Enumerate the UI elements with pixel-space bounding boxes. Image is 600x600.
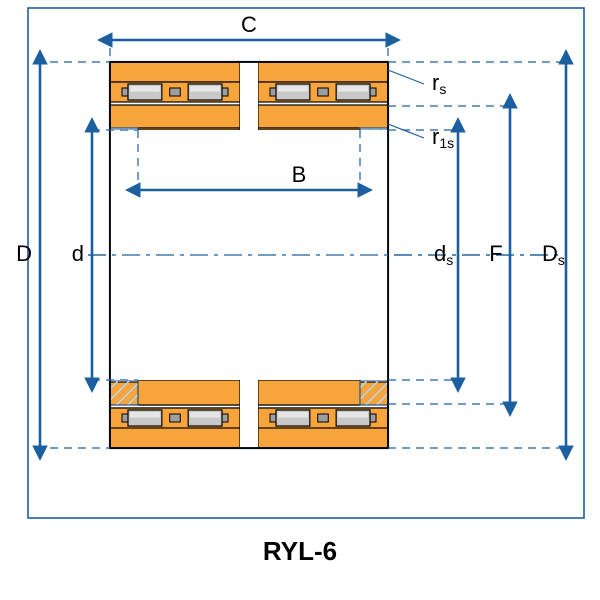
dim-F-label: F [489, 241, 502, 266]
diagram-title: RYL-6 [263, 536, 337, 566]
svg-text:D: D [16, 241, 32, 266]
diagram-canvas: C B Dd ds F Ds rs r1s RYL-6 [0, 0, 600, 600]
dim-Ds-label: Ds [542, 241, 565, 268]
svg-text:d: d [72, 241, 84, 266]
svg-text:B: B [292, 162, 307, 187]
dim-rs-label: rs [432, 70, 446, 97]
dim-r1s-label: r1s [432, 124, 454, 151]
svg-text:C: C [241, 12, 257, 37]
dim-ds-label: ds [434, 241, 453, 268]
